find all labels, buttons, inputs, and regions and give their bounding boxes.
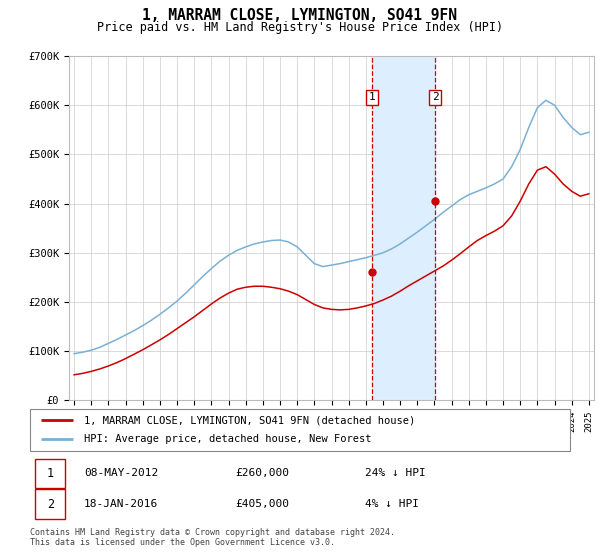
Text: 1, MARRAM CLOSE, LYMINGTON, SO41 9FN (detached house): 1, MARRAM CLOSE, LYMINGTON, SO41 9FN (de… [84, 415, 415, 425]
Text: 24% ↓ HPI: 24% ↓ HPI [365, 468, 425, 478]
Text: HPI: Average price, detached house, New Forest: HPI: Average price, detached house, New … [84, 435, 371, 445]
Text: 1: 1 [368, 92, 376, 102]
Text: 4% ↓ HPI: 4% ↓ HPI [365, 499, 419, 509]
Bar [35, 489, 65, 519]
Text: 1, MARRAM CLOSE, LYMINGTON, SO41 9FN: 1, MARRAM CLOSE, LYMINGTON, SO41 9FN [143, 8, 458, 24]
Bar [372, 56, 435, 400]
Text: 2: 2 [47, 497, 54, 511]
Text: £405,000: £405,000 [235, 499, 289, 509]
Text: 18-JAN-2016: 18-JAN-2016 [84, 499, 158, 509]
Text: Contains HM Land Registry data © Crown copyright and database right 2024.
This d: Contains HM Land Registry data © Crown c… [30, 528, 395, 547]
Text: £260,000: £260,000 [235, 468, 289, 478]
Text: 1: 1 [47, 466, 54, 480]
Text: 2: 2 [432, 92, 439, 102]
Text: Price paid vs. HM Land Registry's House Price Index (HPI): Price paid vs. HM Land Registry's House … [97, 21, 503, 34]
Bar [35, 459, 65, 488]
Text: 08-MAY-2012: 08-MAY-2012 [84, 468, 158, 478]
